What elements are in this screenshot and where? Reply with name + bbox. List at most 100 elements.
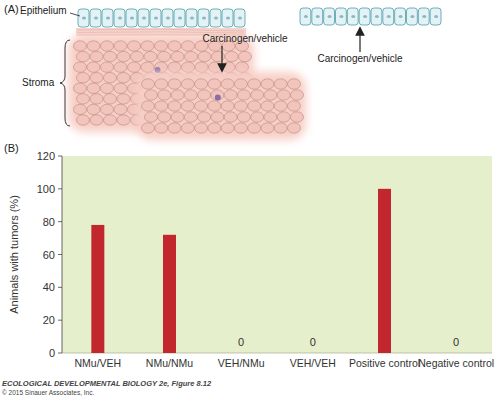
- epithelial-cell: [150, 9, 161, 27]
- data-label: 0: [310, 336, 316, 348]
- nucleus: [142, 16, 146, 19]
- stromal-cell: [234, 101, 247, 111]
- stromal-cell: [261, 123, 274, 133]
- stromal-cell: [181, 101, 194, 111]
- stromal-cell: [221, 101, 234, 111]
- stromal-cell: [158, 90, 171, 100]
- stromal-cell: [168, 123, 181, 133]
- stroma: [68, 34, 254, 132]
- stromal-cell: [264, 112, 277, 122]
- stromal-cell: [171, 112, 184, 122]
- y-tick-label: 40: [43, 281, 55, 293]
- epithelial-cell: [114, 9, 125, 27]
- data-label: 0: [238, 336, 244, 348]
- nucleus: [387, 15, 391, 18]
- x-tick-label: Negative control: [418, 357, 494, 369]
- bar: [91, 225, 104, 353]
- stromal-cell: [168, 79, 181, 89]
- stromal-cell: [144, 51, 157, 61]
- stromal-cell: [209, 62, 222, 72]
- stromal-cell: [142, 123, 155, 133]
- nucleus: [363, 15, 367, 18]
- stromal-cell: [117, 94, 130, 104]
- stromal-cell: [277, 90, 290, 100]
- stromal-cell: [128, 62, 141, 72]
- stromal-cell: [261, 101, 274, 111]
- y-tick: [58, 353, 62, 354]
- stromal-cell: [77, 51, 90, 61]
- stromal-cell: [208, 101, 221, 111]
- nucleus: [226, 16, 230, 19]
- stromal-cell: [101, 41, 114, 51]
- stroma-glow: [68, 34, 254, 132]
- y-tick-label: 120: [37, 150, 55, 162]
- nucleus: [238, 16, 242, 19]
- stromal-cell: [221, 123, 234, 133]
- nucleus: [166, 16, 170, 19]
- stromal-cell: [131, 51, 144, 61]
- stromal-cell: [234, 123, 247, 133]
- stromal-cell: [104, 115, 117, 125]
- y-tick-label: 100: [37, 183, 55, 195]
- stromal-cell: [288, 79, 301, 89]
- stromal-cell: [87, 41, 100, 51]
- special-cell: [215, 95, 221, 101]
- arrow-up: [359, 31, 360, 52]
- stromal-cell: [251, 90, 264, 100]
- stromal-cell: [101, 104, 114, 114]
- stromal-cell: [74, 41, 87, 51]
- arrow-down: [221, 46, 222, 68]
- epithelium-label: Epithelium: [20, 5, 67, 16]
- epithelial-cell: [186, 9, 197, 27]
- stromal-cell: [155, 62, 168, 72]
- stromal-cell: [274, 101, 287, 111]
- epithelial-cell: [198, 9, 209, 27]
- y-tick: [58, 221, 62, 222]
- epithelial-cell: [234, 9, 245, 27]
- nucleus: [178, 16, 182, 19]
- stroma: [136, 72, 306, 140]
- stromal-cell: [168, 101, 181, 111]
- stromal-cell: [237, 90, 250, 100]
- stromal-cell: [145, 90, 158, 100]
- nucleus: [410, 15, 414, 18]
- epithelium: [300, 8, 441, 25]
- nucleus: [328, 15, 332, 18]
- stromal-cell: [288, 123, 301, 133]
- stromal-cell: [234, 79, 247, 89]
- bar: [235, 353, 248, 354]
- nucleus: [304, 15, 308, 18]
- epithelial-cell: [395, 8, 406, 25]
- stromal-cell: [117, 73, 130, 83]
- stromal-cell: [195, 101, 208, 111]
- nucleus: [434, 15, 438, 18]
- x-tick-label: VEH/NMu: [218, 357, 265, 369]
- fiber: [78, 29, 244, 31]
- stromal-cell: [141, 41, 154, 51]
- nucleus: [106, 16, 110, 19]
- y-tick: [58, 320, 62, 321]
- stromal-cell: [222, 62, 235, 72]
- stromal-cell: [114, 104, 127, 114]
- bar: [450, 353, 463, 354]
- stromal-cell: [104, 51, 117, 61]
- stromal-cell: [74, 104, 87, 114]
- epithelial-cell: [371, 8, 382, 25]
- stromal-cell: [155, 123, 168, 133]
- stromal-cell: [237, 112, 250, 122]
- footer-copyright: © 2015 Sinauer Associates, Inc.: [2, 389, 94, 396]
- stromal-cell: [184, 90, 197, 100]
- stromal-cell: [264, 90, 277, 100]
- stromal-cell: [74, 62, 87, 72]
- epithelial-cell: [324, 8, 335, 25]
- stromal-cell: [236, 62, 249, 72]
- stromal-cell: [74, 83, 87, 93]
- stromal-cell: [291, 112, 304, 122]
- epithelial-cell: [102, 9, 113, 27]
- stromal-cell: [90, 51, 103, 61]
- nucleus: [422, 15, 426, 18]
- epithelial-cell: [418, 8, 429, 25]
- nucleus: [154, 16, 158, 19]
- stromal-cell: [277, 112, 290, 122]
- nucleus: [190, 16, 194, 19]
